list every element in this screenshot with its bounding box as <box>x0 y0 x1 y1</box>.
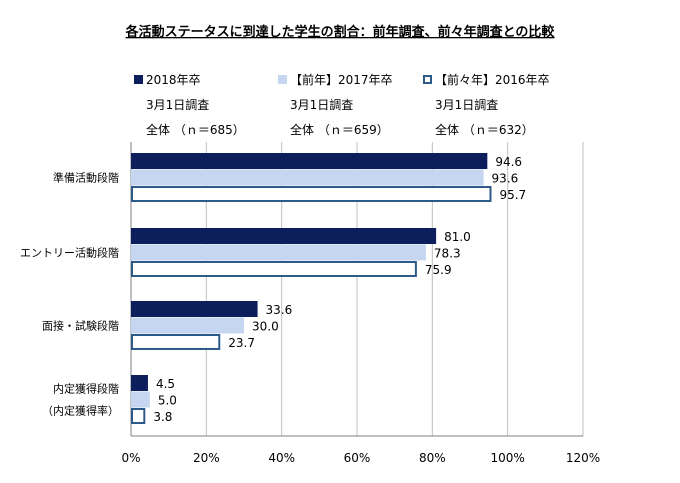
legend-swatch <box>423 75 432 84</box>
legend-survey-date: 3月1日調査 <box>435 98 498 112</box>
x-tick-label: 40% <box>268 451 295 465</box>
legend-survey-date: 3月1日調査 <box>290 98 353 112</box>
data-label: 33.6 <box>266 303 293 317</box>
data-label: 23.7 <box>228 336 255 350</box>
bar <box>131 375 148 391</box>
bar <box>131 391 150 408</box>
category-label: 内定獲得段階 <box>53 382 119 396</box>
x-tick-label: 60% <box>344 451 371 465</box>
bar <box>131 317 244 334</box>
bar <box>131 153 488 169</box>
legend-sample-size: 全体 （ｎ＝659） <box>290 122 389 137</box>
bars: 94.6 81.0 33.6 4.5 93.6 78.3 30.0 5.0 95.7 75.9 23… <box>131 153 526 424</box>
data-label: 78.3 <box>434 247 461 261</box>
category-label: （内定獲得率） <box>42 404 119 418</box>
data-label: 94.6 <box>495 155 522 169</box>
data-label: 3.8 <box>153 410 172 424</box>
x-tick-label: 100% <box>491 451 525 465</box>
bar <box>131 244 426 261</box>
bar <box>131 301 258 317</box>
x-tick-label: 20% <box>193 451 220 465</box>
bar <box>131 169 484 186</box>
data-label: 81.0 <box>444 230 471 244</box>
category-label: 面接・試験段階 <box>42 319 119 333</box>
data-label: 93.6 <box>492 172 519 186</box>
legend-survey-date: 3月1日調査 <box>146 98 209 112</box>
legend-label: 【前年】2017年卒 <box>290 72 393 87</box>
legend-label: 【前々年】2016年卒 <box>435 72 550 87</box>
data-label: 5.0 <box>158 394 177 408</box>
legend-swatch <box>134 75 143 84</box>
data-label: 75.9 <box>425 263 452 277</box>
bar <box>131 408 146 424</box>
legend-label: 2018年卒 <box>146 73 201 87</box>
x-tick-label: 0% <box>121 451 140 465</box>
category-label: 準備活動段階 <box>53 171 119 185</box>
chart-title: 各活動ステータスに到達した学生の割合：前年調査、前々年調査との比較 <box>125 24 556 40</box>
category-label: エントリー活動段階 <box>20 246 119 260</box>
data-label: 95.7 <box>499 188 526 202</box>
data-label: 4.5 <box>156 377 175 391</box>
bar <box>131 186 492 202</box>
bar <box>131 334 221 350</box>
legend-swatch <box>278 75 287 84</box>
legend-sample-size: 全体 （ｎ＝685） <box>146 122 245 137</box>
x-tick-label: 80% <box>419 451 446 465</box>
bar <box>131 261 417 277</box>
bar <box>131 228 437 244</box>
legend-sample-size: 全体 （ｎ＝632） <box>435 122 534 137</box>
x-tick-label: 120% <box>566 451 600 465</box>
x-tick-labels: 0% 20% 40% 60% 80% 100% 120% <box>121 451 600 465</box>
data-label: 30.0 <box>252 320 279 334</box>
